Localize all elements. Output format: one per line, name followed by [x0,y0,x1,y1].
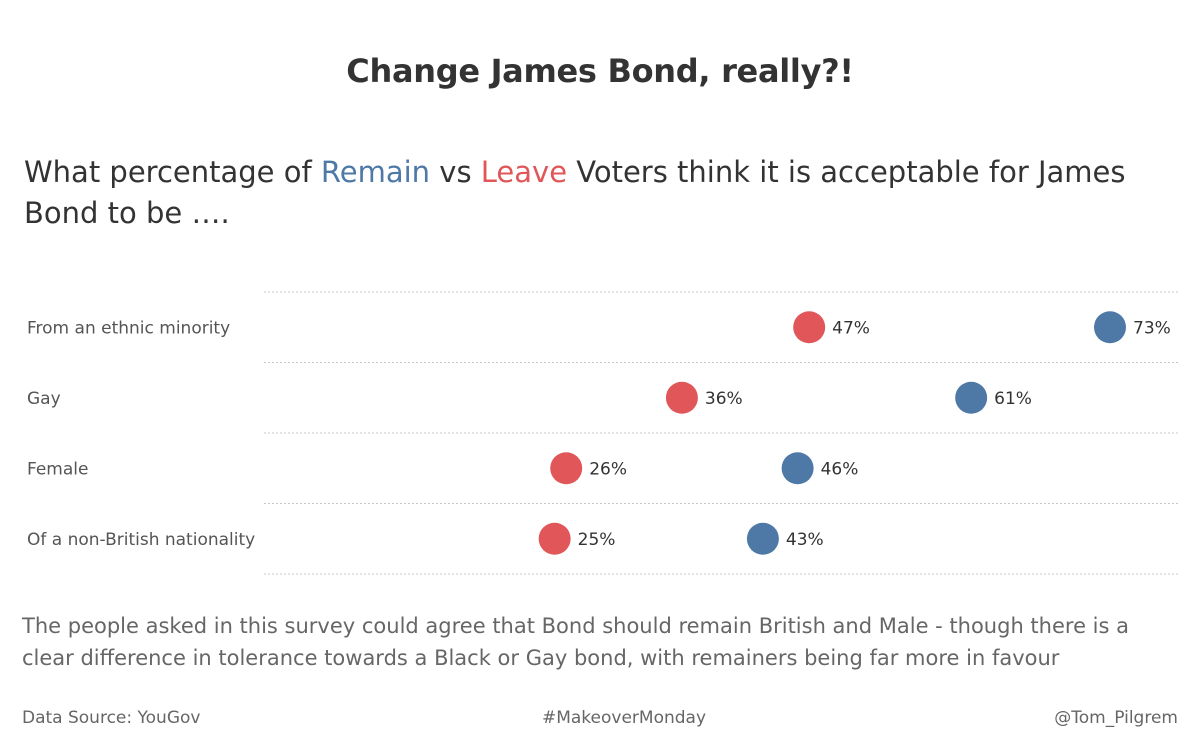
leave-dot [538,522,571,555]
category-label: From an ethnic minority [27,318,230,338]
remain-dot [781,452,814,485]
category-label: Female [27,459,88,479]
subtitle-text-pre: What percentage of [24,155,321,189]
leave-value-label: 25% [578,530,616,550]
subtitle-remain-word: Remain [320,155,431,189]
remain-value-label: 46% [821,459,859,479]
dot-plot-chart: From an ethnic minority 73% 47% Gay 61% 36% Fe… [27,291,1180,575]
remain-value-label: 61% [994,389,1032,409]
leave-dot [793,311,826,344]
leave-value-label: 47% [832,318,870,338]
subtitle-text-post: Voters think it is acceptable for James … [24,155,1126,230]
chart-title: Change James Bond, really?! [346,52,854,90]
leave-dot [665,381,698,414]
chart-subtitle: What percentage of Remain vs Leave Voter… [24,152,1184,234]
subtitle-text-mid: vs [430,155,481,189]
subtitle-leave-word: Leave [480,155,568,189]
remain-dot [1094,311,1126,344]
data-source-note: Data Source: YouGov [22,708,201,728]
category-label: Of a non-British nationality [27,530,255,550]
chart-caption: The people asked in this survey could ag… [22,614,1129,670]
category-label: Gay [27,389,61,409]
leave-value-label: 36% [705,389,743,409]
leave-value-label: 26% [589,459,627,479]
author-credit: @Tom_Pilgrem [1054,708,1178,728]
remain-dot [746,522,779,555]
hashtag-note: #MakeoverMonday [541,708,707,728]
remain-dot [955,381,988,414]
remain-value-label: 73% [1133,318,1171,338]
leave-dot [550,452,583,485]
remain-value-label: 43% [786,530,824,550]
